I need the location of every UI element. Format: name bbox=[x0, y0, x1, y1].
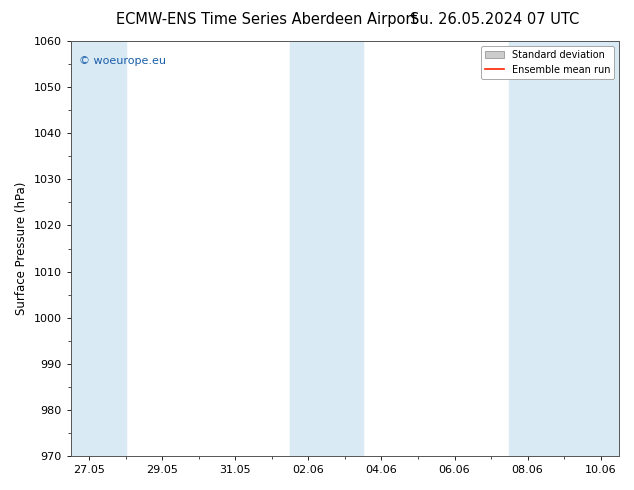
Bar bbox=[509, 41, 619, 456]
Bar bbox=[290, 41, 363, 456]
Y-axis label: Surface Pressure (hPa): Surface Pressure (hPa) bbox=[15, 182, 28, 315]
Text: © woeurope.eu: © woeurope.eu bbox=[79, 55, 166, 66]
Legend: Standard deviation, Ensemble mean run: Standard deviation, Ensemble mean run bbox=[481, 46, 614, 78]
Bar bbox=[71, 41, 126, 456]
Text: Su. 26.05.2024 07 UTC: Su. 26.05.2024 07 UTC bbox=[410, 12, 579, 27]
Text: ECMW-ENS Time Series Aberdeen Airport: ECMW-ENS Time Series Aberdeen Airport bbox=[115, 12, 417, 27]
